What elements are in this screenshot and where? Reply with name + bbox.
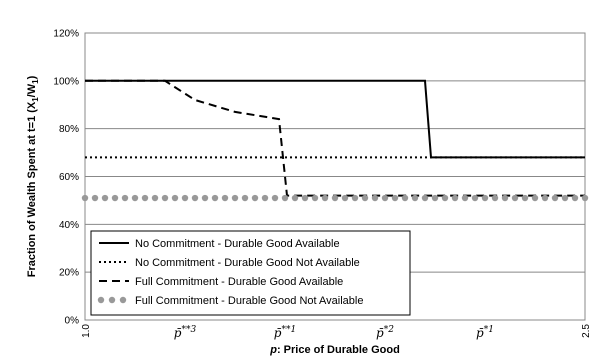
series-point: [231, 194, 239, 202]
series-point: [171, 194, 179, 202]
series-point: [161, 194, 169, 202]
series-point: [431, 194, 439, 202]
series-line: [85, 79, 585, 159]
legend-label: No Commitment - Durable Good Not Availab…: [135, 257, 360, 269]
series-point: [471, 194, 479, 202]
series-point: [321, 194, 329, 202]
y-tick-label: 20%: [59, 268, 79, 279]
series-point: [141, 194, 149, 202]
series-point: [571, 194, 579, 202]
series-point: [341, 194, 349, 202]
y-axis-title: Fraction of Wealth Spent at t=1 (X1/W1): [26, 75, 40, 277]
x-tick-pbar-label: p̄**3: [174, 325, 197, 340]
y-axis-title-end: ): [26, 75, 38, 79]
series-point: [121, 194, 129, 202]
x-tick-end-label: 1.0: [81, 324, 92, 338]
series-point: [191, 194, 199, 202]
series-point: [531, 194, 539, 202]
series-point: [241, 194, 249, 202]
series-point: [181, 194, 189, 202]
y-axis-title-sub2: 1: [31, 79, 40, 84]
series-point: [501, 194, 509, 202]
x-tick-end-label: 2.5: [581, 324, 589, 338]
series-point: [451, 194, 459, 202]
series-point: [211, 194, 219, 202]
series-point: [91, 194, 99, 202]
series-point: [461, 194, 469, 202]
series-point: [271, 194, 279, 202]
series-point: [381, 194, 389, 202]
series-point: [201, 194, 209, 202]
series-point: [421, 194, 429, 202]
series-point: [311, 194, 319, 202]
series-point: [251, 194, 259, 202]
series-point: [491, 194, 499, 202]
series-point: [481, 194, 489, 202]
series-point: [101, 194, 109, 202]
legend-label: Full Commitment - Durable Good Not Avail…: [135, 295, 363, 307]
legend-swatch: [119, 296, 127, 304]
y-axis-title-mid: /W: [26, 83, 38, 97]
series-point: [551, 194, 559, 202]
y-tick-label: 0%: [65, 316, 80, 327]
y-tick-label: 40%: [59, 220, 79, 231]
series-point: [281, 194, 289, 202]
series-point: [221, 194, 229, 202]
y-tick-label: 60%: [59, 172, 79, 183]
series-point: [111, 194, 119, 202]
legend-swatch: [97, 296, 105, 304]
series-point: [371, 194, 379, 202]
series-point: [511, 194, 519, 202]
series-point: [131, 194, 139, 202]
series-point: [361, 194, 369, 202]
legend: No Commitment - Durable Good Available No…: [90, 230, 411, 316]
y-axis-title-main: Fraction of Wealth Spent at t=1 (X: [26, 101, 38, 277]
x-tick-labels: 1.0 2.5 p̄**3 p̄**1 p̄*2 p̄*1: [81, 324, 589, 340]
series-point: [561, 194, 569, 202]
y-tick-labels: 0% 20% 40% 60% 80% 100% 120%: [53, 29, 79, 327]
legend-swatch: [108, 296, 116, 304]
series-point: [261, 194, 269, 202]
series-point: [401, 194, 409, 202]
series-point: [391, 194, 399, 202]
series-point: [331, 194, 339, 202]
series-line: [85, 79, 585, 197]
plot-frame: [84, 32, 586, 321]
series-point: [521, 194, 529, 202]
x-axis-title-rest: : Price of Durable Good: [277, 344, 400, 356]
series-point: [301, 194, 309, 202]
legend-label: No Commitment - Durable Good Available: [135, 238, 340, 250]
y-axis-title-sub1: 1: [31, 97, 40, 102]
series-layer: [81, 79, 589, 202]
x-tick-pbar-label: p̄**1: [274, 325, 296, 340]
y-tick-label: 100%: [53, 76, 79, 87]
series-point: [81, 194, 89, 202]
series-point: [411, 194, 419, 202]
series-point: [351, 194, 359, 202]
y-tick-label: 80%: [59, 124, 79, 135]
series-point: [441, 194, 449, 202]
series-point: [291, 194, 299, 202]
x-axis-title: p: Price of Durable Good: [269, 344, 400, 356]
series-point: [541, 194, 549, 202]
y-tick-label: 120%: [53, 29, 79, 40]
series-point: [581, 194, 589, 202]
legend-box: [90, 230, 411, 316]
series-point: [151, 194, 159, 202]
x-tick-pbar-label: p̄*1: [476, 325, 494, 340]
x-axis-title-var: p: [269, 344, 277, 356]
x-tick-pbar-label: p̄*2: [376, 325, 394, 340]
legend-label: Full Commitment - Durable Good Available: [135, 276, 343, 288]
